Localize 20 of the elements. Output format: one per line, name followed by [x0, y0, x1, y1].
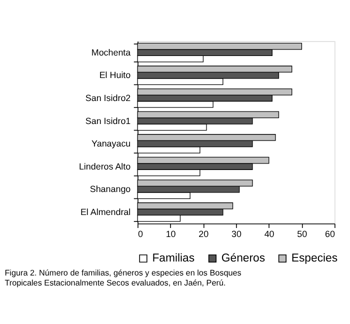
- x-tick-label: 30: [231, 228, 242, 239]
- x-tick-label: 40: [264, 228, 274, 239]
- legend-label: Familias: [152, 252, 195, 265]
- y-tick-label: Linderos Alto: [78, 161, 131, 172]
- x-tick-label: 20: [198, 228, 209, 239]
- y-tick-label: Yanayacu: [92, 138, 131, 149]
- y-tick-label: Shanango: [90, 184, 131, 194]
- x-tick-label: 60: [324, 228, 335, 239]
- legend-label: Especies: [291, 252, 338, 265]
- y-tick-label: San Isidro1: [85, 116, 131, 126]
- y-tick-label: San Isidro2: [85, 92, 131, 103]
- x-tick-label: 10: [166, 228, 176, 239]
- y-tick-label: Mochenta: [91, 47, 131, 58]
- text: Figura 2. Número de familias, géneros y especies en los Bosques: [4, 268, 242, 278]
- y-tick-label: El Almendral: [80, 206, 131, 217]
- legend-label: Géneros: [221, 252, 266, 265]
- x-tick-label: 0: [138, 228, 143, 239]
- text: Tropicales Estacionalmente Secos evaluados, en Jaén, Perú.: [4, 278, 226, 288]
- y-tick-label: El Huito: [99, 70, 131, 80]
- x-tick-label: 50: [297, 228, 308, 239]
